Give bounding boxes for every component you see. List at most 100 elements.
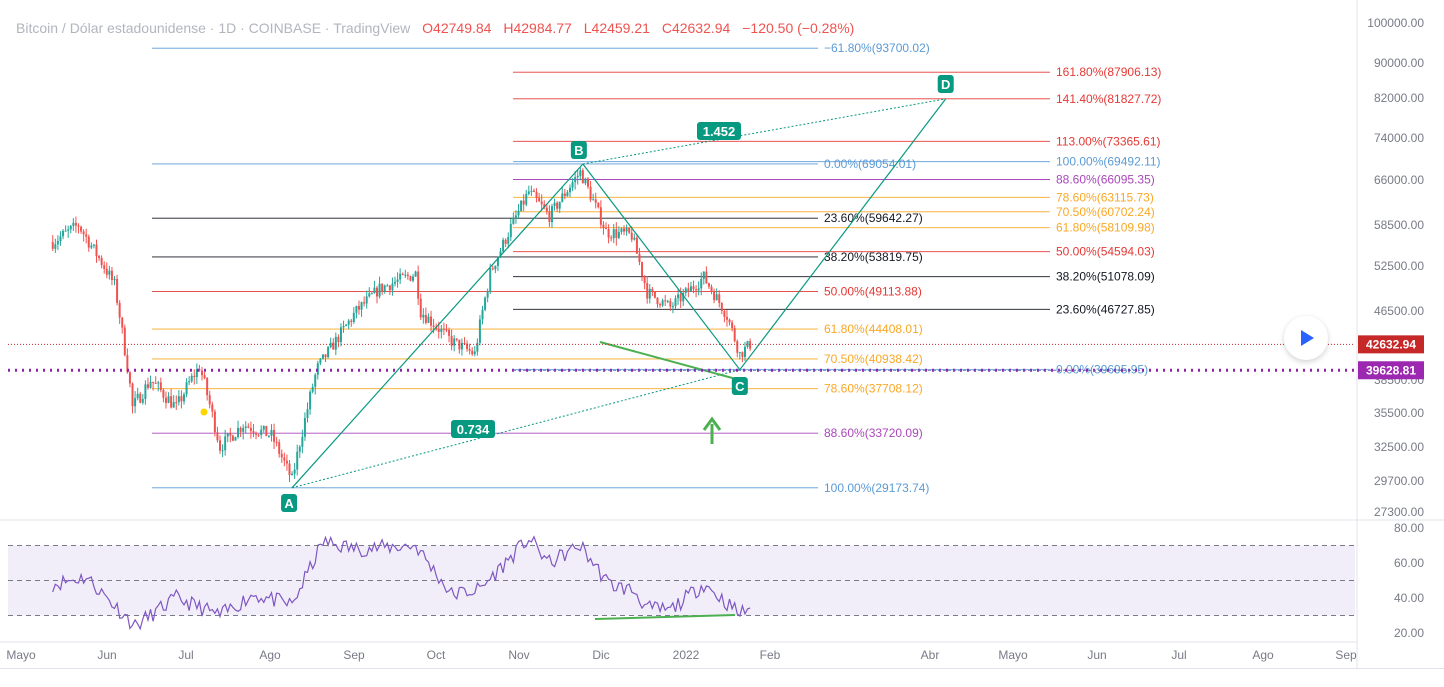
candle-body (234, 437, 237, 441)
candle-body (373, 287, 376, 294)
price-tick-label: 100000.00 (1367, 16, 1424, 30)
price-tick-label: 82000.00 (1374, 91, 1424, 105)
candle-body (432, 325, 435, 328)
pattern-leg-cd (739, 98, 947, 371)
candle-body (77, 225, 80, 227)
time-tick-label: Mayo (6, 648, 36, 662)
candle-body (146, 384, 149, 388)
fib-extension-label: 100.00%(69492.11) (1056, 155, 1161, 169)
candle-body (581, 170, 584, 184)
candle-body (599, 207, 602, 225)
candle-body (306, 409, 309, 418)
candle-body (543, 204, 546, 208)
candle-body (741, 352, 744, 357)
fib-extension-label: 70.50%(60702.24) (1056, 205, 1155, 219)
candle-body (540, 201, 543, 205)
candle-body (437, 328, 440, 332)
candle-body (363, 302, 366, 304)
candle-body (733, 328, 736, 342)
candle-body (620, 228, 623, 232)
candle-body (260, 429, 263, 435)
candle-body (64, 230, 67, 232)
price-tick-label: 46500.00 (1374, 304, 1424, 318)
candle-body (370, 293, 373, 295)
candle-body (152, 381, 155, 383)
candle-body (116, 278, 119, 303)
candle-body (651, 288, 654, 292)
candle-body (666, 301, 669, 303)
candle-body (401, 273, 404, 275)
candle-body (623, 228, 626, 232)
candle-body (255, 433, 258, 435)
candle-body (746, 341, 749, 347)
ratio-label-bd-bg (697, 122, 741, 140)
candle-body (707, 283, 710, 287)
candle-body (669, 301, 672, 307)
candle-body (643, 276, 646, 284)
candle-body (375, 287, 378, 297)
pattern-leg-ab (291, 163, 584, 489)
time-tick-label: Jun (1087, 648, 1106, 662)
candle-body (684, 288, 687, 293)
price-tick-label: 32500.00 (1374, 440, 1424, 454)
candle-body (332, 342, 335, 350)
candle-body (743, 346, 746, 357)
candle-body (689, 286, 692, 292)
candle-body (172, 402, 175, 408)
candle-body (154, 382, 157, 384)
candle-body (615, 229, 618, 238)
candle-body (329, 342, 332, 348)
candle-body (167, 396, 170, 403)
chart-header: Bitcoin / Dólar estadounidense · 1D · CO… (16, 20, 854, 36)
candle-body (285, 460, 288, 464)
candle-body (110, 270, 113, 280)
candle-body (334, 336, 337, 350)
candle-body (399, 273, 402, 280)
candle-body (738, 352, 741, 354)
candle-body (489, 268, 492, 292)
level-price-tag: 39628.81 (1366, 363, 1416, 377)
candle-body (558, 201, 561, 209)
candle-body (592, 199, 595, 201)
candle-body (736, 341, 739, 353)
change-value: −120.50 (−0.28%) (742, 20, 855, 36)
candle-body (237, 427, 240, 438)
candle-body (571, 182, 574, 188)
fib-retracement-label: 23.60%(59642.27) (824, 211, 923, 225)
candle-body (404, 274, 407, 276)
candle-body (525, 194, 528, 205)
candle-body (249, 427, 252, 432)
candle-body (427, 316, 430, 323)
candle-body (87, 236, 90, 248)
candle-body (509, 223, 512, 238)
candle-body (494, 265, 497, 270)
candle-body (193, 375, 196, 377)
time-tick-label: Sep (1335, 648, 1357, 662)
time-tick-label: Abr (921, 648, 940, 662)
pattern-point-c-bg (731, 377, 748, 395)
candle-body (532, 190, 535, 192)
candle-body (69, 225, 72, 230)
close-value: C42632.94 (661, 20, 731, 36)
candle-body (710, 286, 713, 292)
candle-body (520, 200, 523, 211)
ratio-label-ac: 0.734 (457, 422, 490, 437)
candle-body (617, 231, 620, 238)
candle-body (288, 463, 291, 475)
candle-body (208, 395, 211, 405)
fib-extension-label: −61.80%(93700.02) (824, 41, 930, 55)
candle-body (170, 396, 173, 408)
last-price-tag: 42632.94 (1366, 337, 1416, 351)
candle-body (656, 297, 659, 305)
replay-button[interactable] (1284, 316, 1328, 360)
candle-body (72, 222, 75, 226)
candle-body (98, 256, 101, 258)
candle-body (206, 378, 209, 396)
candle-body (499, 251, 502, 258)
play-icon (1301, 330, 1314, 346)
candle-body (597, 202, 600, 208)
candle-body (677, 294, 680, 299)
candle-body (242, 427, 245, 432)
bottom-toolbar (0, 672, 1444, 687)
